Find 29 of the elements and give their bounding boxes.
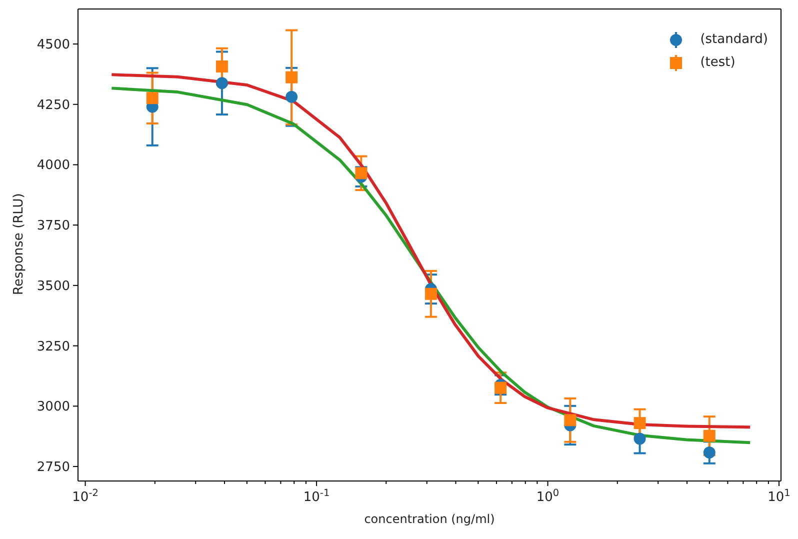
y-tick-label: 4500 xyxy=(36,38,70,53)
y-tick-label: 4250 xyxy=(36,98,70,113)
point xyxy=(424,288,437,300)
y-tick-label: 3250 xyxy=(36,339,70,354)
point xyxy=(634,432,646,445)
point xyxy=(564,414,576,426)
x-tick-label: 10$^{1}$ xyxy=(768,488,790,505)
x-tick-label: 10$^{-2}$ xyxy=(72,488,98,505)
y-tick-label: 3500 xyxy=(36,278,70,294)
y-axis-title: Response (RLU) xyxy=(12,193,27,295)
point xyxy=(494,382,507,394)
y-tick-label: 3750 xyxy=(36,218,70,234)
point xyxy=(286,90,298,103)
point xyxy=(146,92,158,104)
point xyxy=(216,60,228,72)
legend-label: (standard) xyxy=(700,32,768,47)
point xyxy=(216,77,228,90)
y-tick-label: 2750 xyxy=(36,460,70,476)
x-tick-label: 10$^{-1}$ xyxy=(303,488,330,505)
x-axis-title: concentration (ng/ml) xyxy=(364,512,495,526)
point xyxy=(703,446,716,459)
legend-label: (test) xyxy=(700,55,736,70)
y-tick-label: 4000 xyxy=(36,158,70,174)
x-tick-label: 10$^{0}$ xyxy=(536,488,560,505)
point xyxy=(355,167,368,180)
point xyxy=(703,430,716,442)
point xyxy=(634,417,646,430)
y-tick-label: 3000 xyxy=(36,400,70,415)
point xyxy=(286,71,298,84)
